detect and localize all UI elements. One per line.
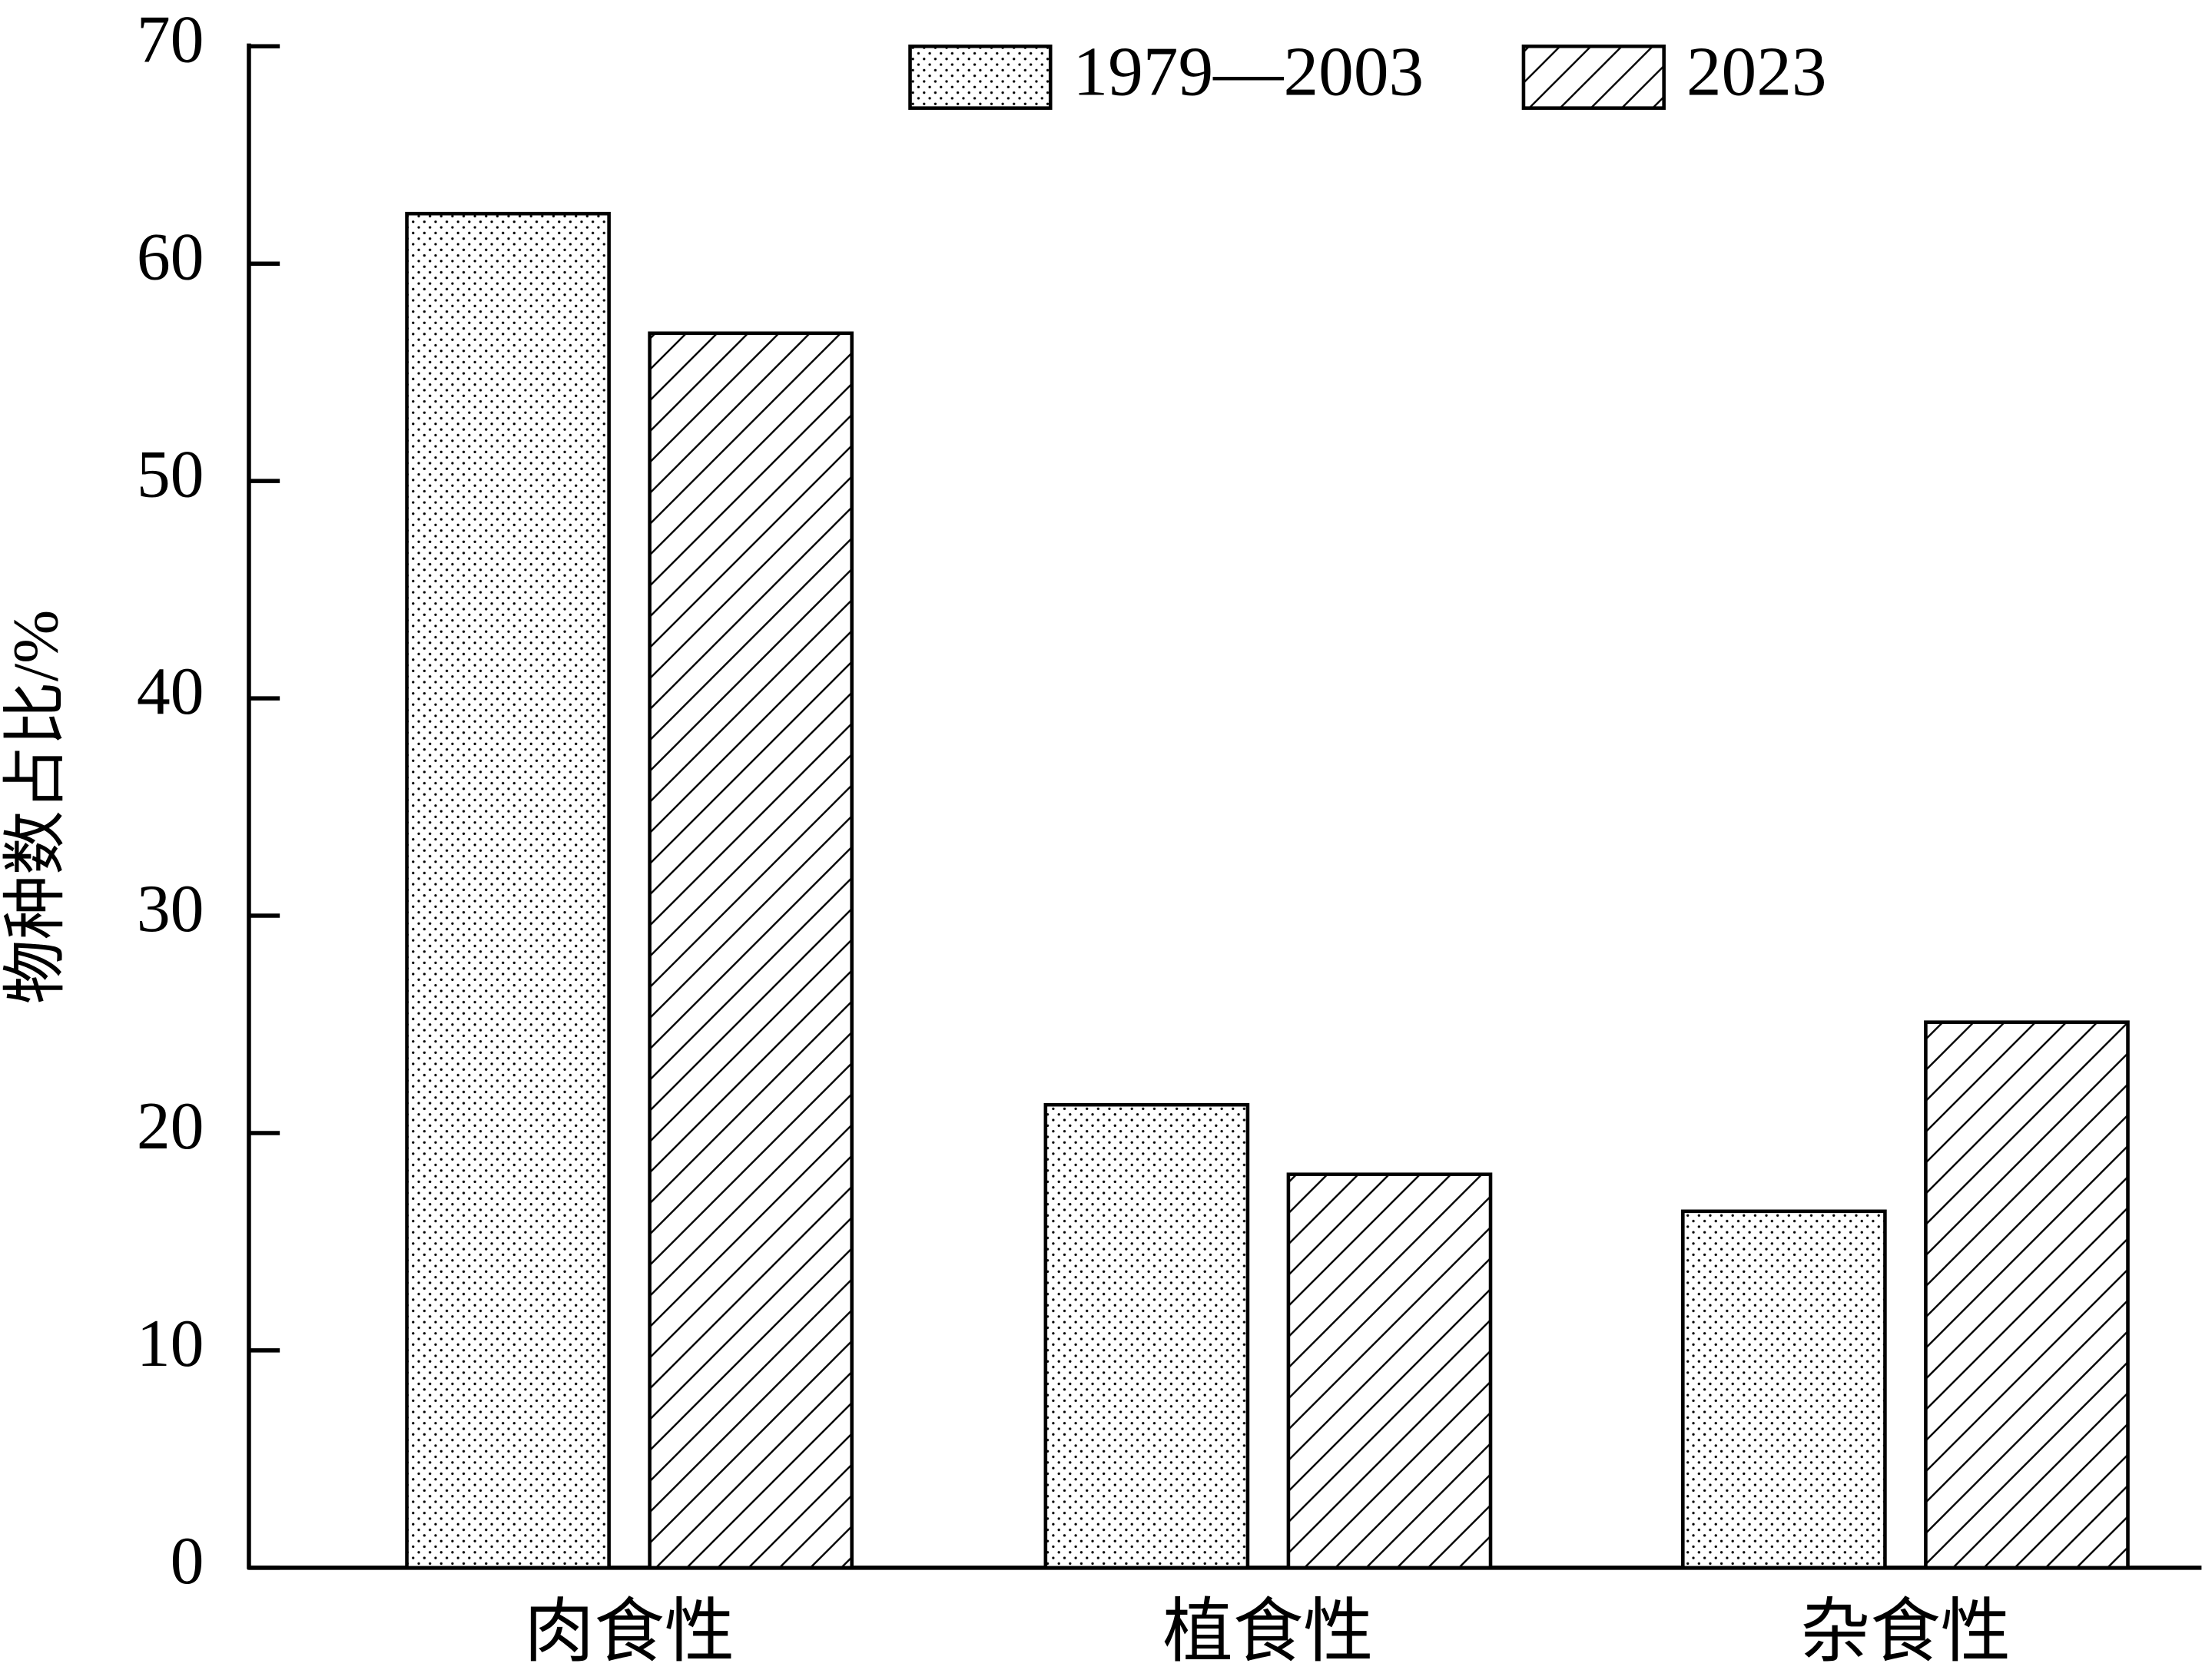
x-tick-label: 肉食性 <box>524 1593 735 1671</box>
x-tick-label: 杂食性 <box>1800 1593 2011 1671</box>
y-tick-label: 30 <box>137 871 204 946</box>
bar <box>1924 1020 2130 1570</box>
y-tick-label: 50 <box>137 436 204 511</box>
bar <box>405 211 611 1570</box>
y-tick-label: 20 <box>137 1089 204 1163</box>
y-tick-label: 0 <box>171 1523 204 1598</box>
y-tick-label: 60 <box>137 219 204 293</box>
y-axis-label: 物种数占比/% <box>1 610 72 1005</box>
legend-swatch <box>1521 45 1666 110</box>
y-tick-label: 40 <box>137 654 204 728</box>
bar <box>1043 1102 1250 1570</box>
legend-swatch <box>908 45 1053 110</box>
y-tick-label: 10 <box>137 1306 204 1380</box>
y-tick-label: 70 <box>137 2 204 76</box>
legend-label: 1979—2003 <box>1073 32 1424 110</box>
bar <box>648 331 854 1570</box>
bar <box>1286 1172 1493 1570</box>
x-tick-label: 植食性 <box>1162 1593 1373 1671</box>
bar <box>1681 1209 1887 1570</box>
legend-label: 2023 <box>1686 32 1827 110</box>
